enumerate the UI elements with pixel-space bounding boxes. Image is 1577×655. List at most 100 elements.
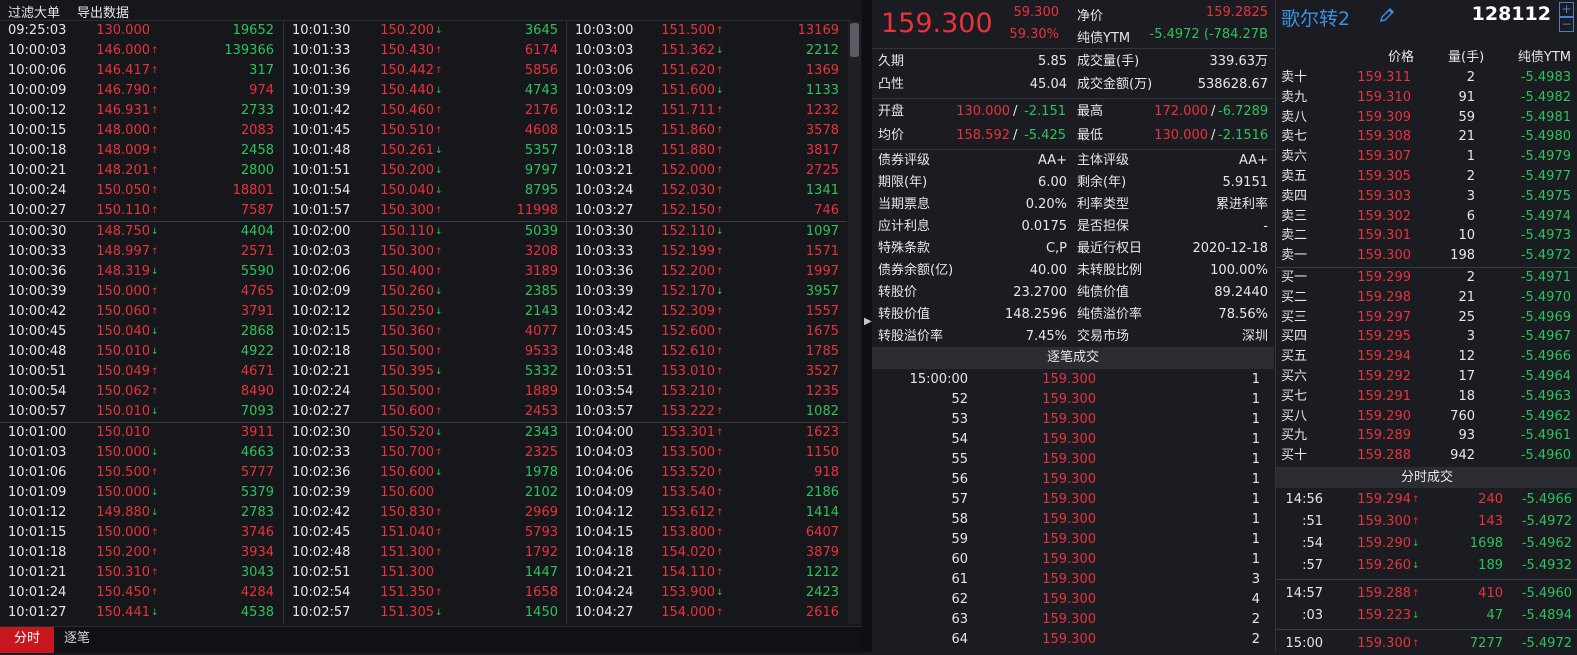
- export-data-button[interactable]: 导出数据: [77, 6, 130, 21]
- trade-price: 150.600: [380, 483, 443, 503]
- info-row: 久期 5.85 成交量(手) 339.63万: [872, 51, 1274, 73]
- ask-row[interactable]: 卖三 159.302 6 -5.4974: [1276, 208, 1577, 226]
- tick-volume: 1: [1251, 412, 1260, 427]
- trade-list-panel: 过滤大单 导出数据 09:25:03 130.000 19652 10:00:03 14…: [0, 6, 862, 653]
- minute-price: 159.260↓: [1357, 555, 1420, 577]
- trade-price-value: 150.441: [96, 605, 150, 620]
- trade-time: 10:02:33: [292, 445, 351, 460]
- filter-large-orders-button[interactable]: 过滤大单: [8, 6, 61, 21]
- info-row: 债券评级 AA+ 主体评级 AA+: [872, 150, 1274, 172]
- trade-volume: 2458: [240, 143, 274, 158]
- arrow-up-icon: ↑: [1412, 589, 1420, 599]
- trade-time: 10:03:36: [575, 264, 634, 279]
- info-label: 久期: [878, 54, 905, 69]
- ask-row[interactable]: 卖十 159.311 2 -5.4983: [1276, 69, 1577, 87]
- level-price: 159.299: [1357, 270, 1411, 285]
- trade-volume: 4077: [524, 324, 558, 339]
- divider: [872, 149, 1274, 150]
- trade-price: 150.062↑: [96, 382, 159, 402]
- trade-price-value: 152.199: [661, 244, 715, 259]
- trade-time: 10:02:30: [292, 425, 351, 440]
- divider: [872, 98, 1274, 99]
- trade-volume: 1235: [805, 384, 839, 399]
- trade-time: 10:03:09: [575, 83, 634, 98]
- bid-row[interactable]: 买一 159.299 2 -5.4971: [1276, 269, 1577, 287]
- bid-row[interactable]: 买五 159.294 12 -5.4966: [1276, 348, 1577, 366]
- minute-volume: 7277: [1469, 636, 1503, 651]
- pencil-edit-icon[interactable]: [1378, 6, 1396, 24]
- arrow-up-icon: ↑: [435, 448, 443, 458]
- trade-price-value: 150.010: [96, 425, 150, 440]
- ask-row[interactable]: 卖六 159.307 1 -5.4979: [1276, 148, 1577, 166]
- trade-time: 10:01:33: [292, 43, 351, 58]
- arrow-down-icon: ↓: [435, 86, 443, 96]
- trade-volume: 4404: [240, 224, 274, 239]
- level-volume: 6: [1466, 208, 1475, 224]
- level-price: 159.305: [1357, 169, 1411, 184]
- trade-volume: 2868: [240, 324, 274, 339]
- level-label: 卖七: [1281, 129, 1308, 145]
- trade-time: 10:01:09: [8, 485, 67, 500]
- bid-row[interactable]: 买十 159.288 942 -5.4960: [1276, 447, 1577, 465]
- trade-price-value: 153.010: [661, 364, 715, 379]
- scrollbar-thumb[interactable]: [850, 23, 859, 57]
- plus-icon[interactable]: +: [1559, 2, 1574, 17]
- trade-volume: 2423: [805, 585, 839, 600]
- bid-row[interactable]: 买九 159.289 93 -5.4961: [1276, 427, 1577, 445]
- bid-row[interactable]: 买四 159.295 3 -5.4967: [1276, 328, 1577, 346]
- info-label: 债券评级: [878, 153, 931, 168]
- info-value: 40.00: [1029, 263, 1067, 278]
- ask-row[interactable]: 卖五 159.305 2 -5.4977: [1276, 168, 1577, 186]
- tab-fenshi[interactable]: 分时: [0, 627, 55, 653]
- trade-volume: 8795: [524, 183, 558, 198]
- minus-icon[interactable]: −: [1559, 17, 1574, 32]
- bid-row[interactable]: 买七 159.291 18 -5.4963: [1276, 388, 1577, 406]
- level-price: 159.311: [1357, 70, 1411, 85]
- trade-list-scrollbar[interactable]: [848, 21, 861, 624]
- bid-row[interactable]: 买八 159.290 760 -5.4962: [1276, 408, 1577, 426]
- trade-time: 10:00:51: [8, 364, 67, 379]
- trade-row: 10:01:57 150.300↑ 11998: [284, 201, 566, 221]
- level-label: 卖八: [1281, 109, 1308, 125]
- ask-row[interactable]: 卖九 159.310 91 -5.4982: [1276, 89, 1577, 107]
- arrow-up-icon: ↑: [716, 568, 724, 578]
- ask-row[interactable]: 卖二 159.301 10 -5.4973: [1276, 227, 1577, 245]
- arrow-up-icon: ↑: [151, 307, 159, 317]
- bid-row[interactable]: 买二 159.298 21 -5.4970: [1276, 289, 1577, 307]
- trade-row: 10:00:33 148.997↑ 2571: [0, 242, 282, 262]
- ask-row[interactable]: 卖八 159.309 59 -5.4981: [1276, 109, 1577, 127]
- trade-price-value: 152.600: [661, 324, 715, 339]
- trade-volume: 3817: [805, 143, 839, 158]
- trade-volume: 2733: [240, 103, 274, 118]
- arrow-up-icon: ↑: [435, 387, 443, 397]
- ask-row[interactable]: 卖七 159.308 21 -5.4980: [1276, 128, 1577, 146]
- trade-price-value: 150.110: [380, 224, 434, 239]
- collapse-arrow-icon[interactable]: ▶: [864, 316, 872, 327]
- trade-price-value: 150.200: [380, 163, 434, 178]
- trade-volume: 974: [249, 83, 274, 98]
- ask-row[interactable]: 卖一 159.300 198 -5.4972: [1276, 247, 1577, 265]
- arrow-down-icon: ↓: [435, 428, 443, 438]
- trade-price-value: 150.442: [380, 63, 434, 78]
- trade-price: 150.000↑: [96, 523, 159, 543]
- arrow-up-icon: ↑: [435, 327, 443, 337]
- bid-row[interactable]: 买六 159.292 17 -5.4964: [1276, 368, 1577, 386]
- bid-row[interactable]: 买三 159.297 25 -5.4969: [1276, 309, 1577, 327]
- arrow-up-icon: ↑: [1412, 495, 1420, 505]
- trade-price-value: 150.510: [380, 123, 434, 138]
- orderbook-header: 价格 量(手) 纯债YTM: [1276, 48, 1577, 68]
- tick-volume: 1: [1251, 432, 1260, 447]
- ask-row[interactable]: 卖四 159.303 3 -5.4975: [1276, 188, 1577, 206]
- trade-price: 150.500↑: [96, 463, 159, 483]
- trade-row: 10:03:36 152.200↑ 1997: [567, 262, 847, 282]
- trade-row: 10:00:54 150.062↑ 8490: [0, 382, 282, 402]
- trade-time: 10:01:27: [8, 605, 67, 620]
- trade-time: 10:01:48: [292, 143, 351, 158]
- trade-row: 10:01:21 150.310↑ 3043: [0, 563, 282, 583]
- trade-price-value: 153.800: [661, 525, 715, 540]
- panel-divider[interactable]: [862, 0, 872, 652]
- trade-volume: 1675: [805, 324, 839, 339]
- trade-time: 10:04:06: [575, 465, 634, 480]
- tab-zhubi[interactable]: 逐笔: [64, 631, 91, 646]
- trade-price: 150.250↓: [380, 302, 443, 322]
